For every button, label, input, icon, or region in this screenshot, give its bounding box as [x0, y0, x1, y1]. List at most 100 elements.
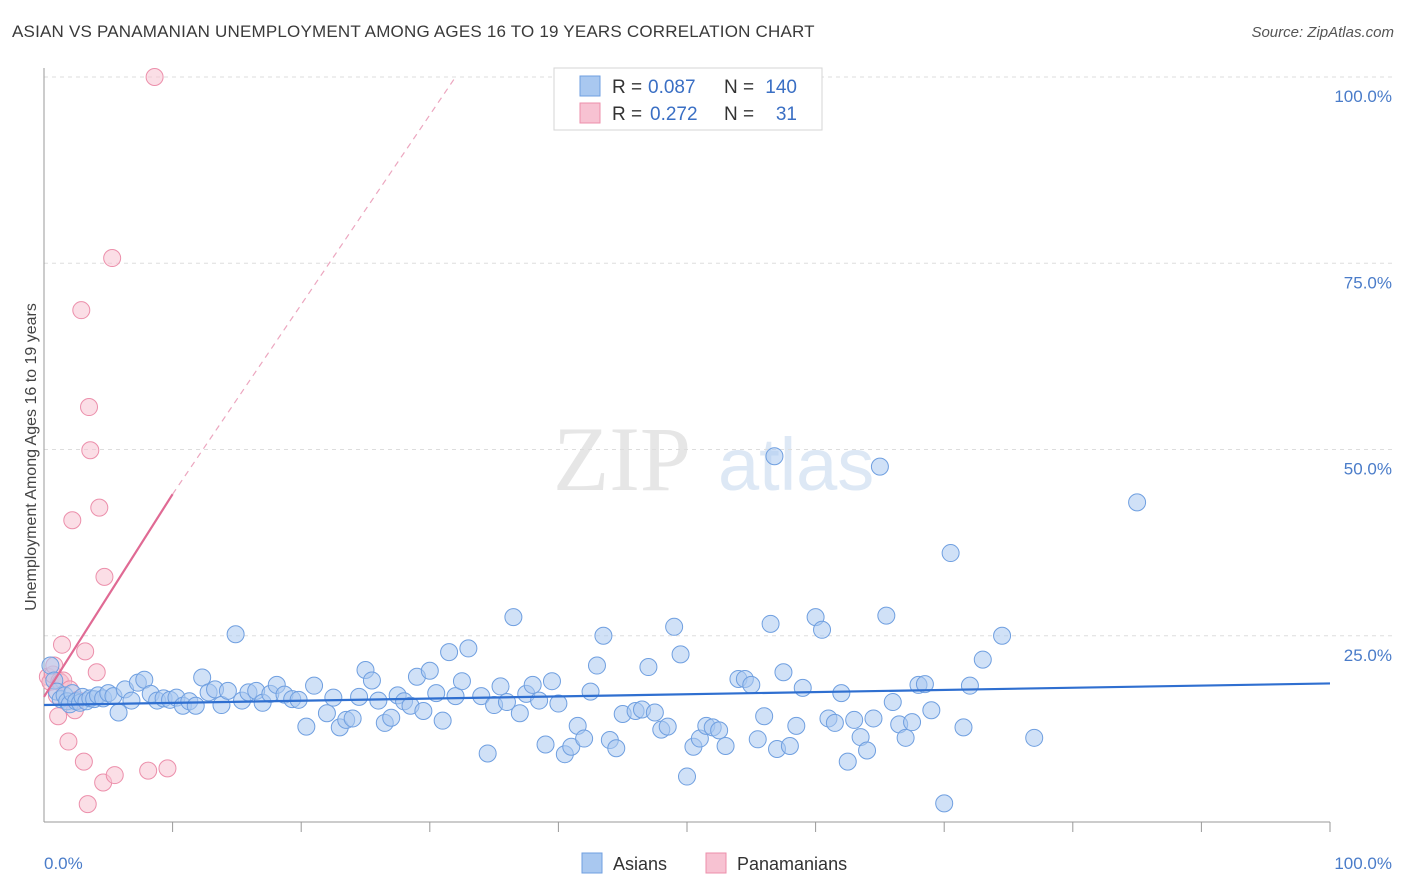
- panamanian-point-16: [72, 301, 91, 320]
- x-tick-labels: 0.0% 100.0%: [44, 854, 1392, 873]
- asian-point-20: [122, 691, 141, 710]
- asian-point-53: [350, 687, 369, 706]
- asian-point-74: [491, 677, 510, 696]
- watermark-atlas: atlas: [718, 423, 874, 506]
- asian-point-139: [935, 794, 954, 813]
- source-label: Source: ZipAtlas.com: [1251, 24, 1394, 41]
- asian-point-99: [658, 717, 677, 736]
- asian-point-113: [755, 707, 774, 726]
- asian-point-85: [562, 737, 581, 756]
- asian-point-107: [710, 721, 729, 740]
- y-tick-label-25: 25.0%: [1344, 646, 1392, 665]
- legend-r-value-panamanians: 0.272: [650, 104, 698, 125]
- legend-r-label-asians: R =: [612, 77, 642, 98]
- asian-point-143: [973, 650, 992, 669]
- asian-point-141: [954, 718, 973, 737]
- watermark: ZIP atlas: [553, 408, 874, 510]
- asian-point-70: [459, 639, 478, 658]
- panamanian-trend-line: [43, 493, 174, 698]
- asian-point-90: [594, 626, 613, 645]
- asian-point-58: [382, 708, 401, 727]
- asian-point-79: [523, 675, 542, 694]
- legend-swatch-panamanians: [579, 102, 601, 124]
- panamanian-trend-extension: [172, 76, 457, 495]
- panamanian-point-28: [139, 761, 158, 780]
- asian-point-71: [472, 687, 491, 706]
- asian-point-134: [896, 728, 915, 747]
- legend-n-label-asians: N =: [724, 77, 754, 98]
- asian-point-66: [433, 711, 452, 730]
- asian-point-72: [478, 744, 497, 763]
- asian-point-67: [440, 643, 459, 662]
- asian-point-118: [787, 716, 806, 735]
- asian-point-64: [420, 661, 439, 680]
- asian-point-83: [549, 694, 568, 713]
- watermark-zip: ZIP: [553, 408, 691, 510]
- asian-point-89: [587, 656, 606, 675]
- panamanian-point-8: [53, 635, 72, 654]
- panamanian-point-23: [90, 498, 109, 517]
- asian-point-101: [671, 645, 690, 664]
- asian-point-97: [645, 703, 664, 722]
- asian-point-129: [864, 709, 883, 728]
- legend-n-label-panamanians: N =: [724, 104, 754, 125]
- panamanian-point-25: [95, 567, 114, 586]
- asian-point-63: [414, 701, 433, 720]
- asian-point-46: [297, 717, 316, 736]
- asian-point-35: [218, 681, 237, 700]
- asian-point-111: [742, 675, 761, 694]
- asian-point-87: [575, 729, 594, 748]
- asian-point-81: [536, 735, 555, 754]
- asian-point-68: [446, 687, 465, 706]
- panamanian-point-20: [80, 398, 99, 417]
- asian-point-125: [838, 752, 857, 771]
- asian-point-55: [362, 671, 381, 690]
- y-tick-label-100: 100.0%: [1334, 87, 1392, 106]
- asian-point-77: [510, 704, 529, 723]
- asian-point-114: [761, 614, 780, 633]
- series-legend: Asians Panamanians: [581, 852, 847, 874]
- legend-r-label-panamanians: R =: [612, 104, 642, 125]
- asian-point-36: [226, 625, 245, 644]
- y-axis-title: Unemployment Among Ages 16 to 19 years: [23, 303, 40, 611]
- asian-point-48: [317, 704, 336, 723]
- asian-point-121: [813, 620, 832, 639]
- trend-lines: [43, 76, 1331, 707]
- panamanian-point-26: [103, 249, 122, 268]
- y-tick-label-50: 50.0%: [1344, 460, 1392, 479]
- asian-point-49: [324, 688, 343, 707]
- panamanian-point-22: [87, 663, 106, 682]
- x-tick-label-min: 0.0%: [44, 854, 83, 873]
- asian-point-140: [941, 544, 960, 563]
- bottom-legend-swatch-asians: [581, 852, 603, 874]
- asian-point-0: [41, 656, 60, 675]
- asian-point-52: [343, 709, 362, 728]
- asian-point-119: [793, 678, 812, 697]
- chart-title: ASIAN VS PANAMANIAN UNEMPLOYMENT AMONG A…: [12, 22, 815, 41]
- asian-point-138: [922, 701, 941, 720]
- correlation-legend: R = 0.087 N = 140 R = 0.272 N = 31: [553, 67, 823, 131]
- asian-point-88: [581, 682, 600, 701]
- asian-point-144: [993, 626, 1012, 645]
- asian-point-130: [870, 457, 889, 476]
- panamanian-point-13: [63, 511, 82, 530]
- asian-point-117: [780, 737, 799, 756]
- asian-points: [41, 447, 1147, 813]
- asian-point-96: [639, 658, 658, 677]
- asian-point-128: [858, 741, 877, 760]
- gridlines: [44, 76, 1392, 637]
- bottom-legend-label-asians: Asians: [613, 854, 667, 874]
- asian-point-108: [716, 737, 735, 756]
- panamanian-point-21: [81, 441, 100, 460]
- legend-n-value-asians: 140: [765, 77, 797, 98]
- bottom-legend-label-panamanians: Panamanians: [737, 854, 847, 874]
- asian-trend-line: [43, 682, 1331, 707]
- panamanian-point-17: [74, 752, 93, 771]
- legend-n-value-panamanians: 31: [776, 104, 797, 125]
- panamanian-point-29: [145, 68, 164, 86]
- x-ticks: [172, 822, 1331, 832]
- asian-point-100: [665, 617, 684, 636]
- asian-point-145: [1025, 728, 1044, 747]
- asian-point-142: [960, 676, 979, 695]
